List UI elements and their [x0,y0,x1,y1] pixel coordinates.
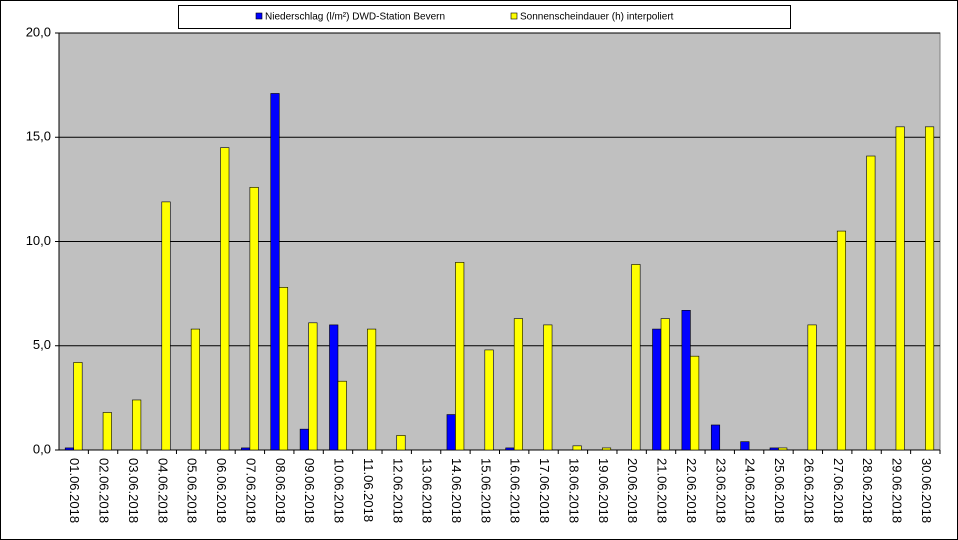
x-tick-label: 02.06.2018 [97,458,112,523]
x-tick-label: 22.06.2018 [684,458,699,523]
bar [660,318,670,451]
legend-swatch [255,12,263,20]
y-tick-label: 5,0 [33,337,51,352]
x-tick-label: 18.06.2018 [566,458,581,523]
bar [572,445,582,451]
bar [836,230,847,451]
x-tick-label: 01.06.2018 [67,458,82,523]
x-tick-label: 29.06.2018 [890,458,905,523]
bar [543,324,553,451]
bar [601,447,612,451]
bar [132,399,142,451]
x-tick-label: 26.06.2018 [801,458,816,523]
x-tick-label: 20.06.2018 [625,458,640,523]
legend-label: Niederschlag (l/m²) DWD-Station Bevern [265,12,445,23]
bar [778,447,788,451]
bar [513,318,523,451]
x-tick-label: 08.06.2018 [273,458,288,523]
bar [329,324,339,451]
bar [455,262,465,451]
bar [249,186,259,451]
bar [220,147,230,451]
x-tick-label: 13.06.2018 [420,458,435,523]
bar [925,126,935,451]
bar [895,126,905,451]
bar [161,201,171,451]
x-tick-label: 19.06.2018 [596,458,611,523]
bar [690,355,700,451]
bar [241,447,251,451]
x-tick-label: 23.06.2018 [713,458,728,523]
x-tick-label: 12.06.2018 [390,458,405,523]
bar [64,447,74,451]
bar [807,324,817,451]
x-tick-label: 24.06.2018 [743,458,758,523]
x-tick-label: 17.06.2018 [537,458,552,523]
x-tick-label: 07.06.2018 [243,458,258,523]
bar [299,428,309,451]
bar [102,412,112,451]
x-tick-label: 05.06.2018 [185,458,200,523]
x-tick-label: 25.06.2018 [772,458,787,523]
y-tick-label: 10,0 [26,233,51,248]
bar [866,155,876,451]
x-tick-label: 09.06.2018 [302,458,317,523]
bar [190,328,200,451]
x-tick-label: 28.06.2018 [860,458,875,523]
x-tick-label: 11.06.2018 [361,458,376,522]
bar [484,349,494,451]
bar [505,447,515,451]
bar [73,362,83,451]
bar [740,441,750,451]
bar [631,264,641,451]
y-tick-label: 15,0 [26,129,51,144]
x-tick-label: 03.06.2018 [126,458,141,523]
x-tick-label: 04.06.2018 [155,458,170,523]
y-tick-label: 20,0 [26,24,51,39]
legend-box [178,5,791,29]
x-tick-label: 21.06.2018 [655,458,670,523]
bar [308,322,318,451]
bar [446,414,456,451]
bar [396,435,406,451]
bar [710,424,721,451]
y-tick-label: 0,0 [33,441,51,456]
x-tick-label: 30.06.2018 [919,458,934,523]
x-tick-label: 15.06.2018 [478,458,493,523]
bar [681,310,691,451]
bar [769,447,779,451]
x-tick-label: 16.06.2018 [508,458,523,523]
x-tick-label: 06.06.2018 [214,458,229,523]
bar [652,328,662,451]
x-tick-label: 10.06.2018 [332,458,347,523]
legend-label: Sonnenscheindauer (h) interpoliert [520,12,674,23]
bar [367,328,377,451]
bar [270,93,280,451]
x-tick-label: 14.06.2018 [449,458,464,523]
legend-swatch [510,12,518,20]
bar [337,380,347,451]
bar [278,287,289,451]
x-tick-label: 27.06.2018 [831,458,846,523]
